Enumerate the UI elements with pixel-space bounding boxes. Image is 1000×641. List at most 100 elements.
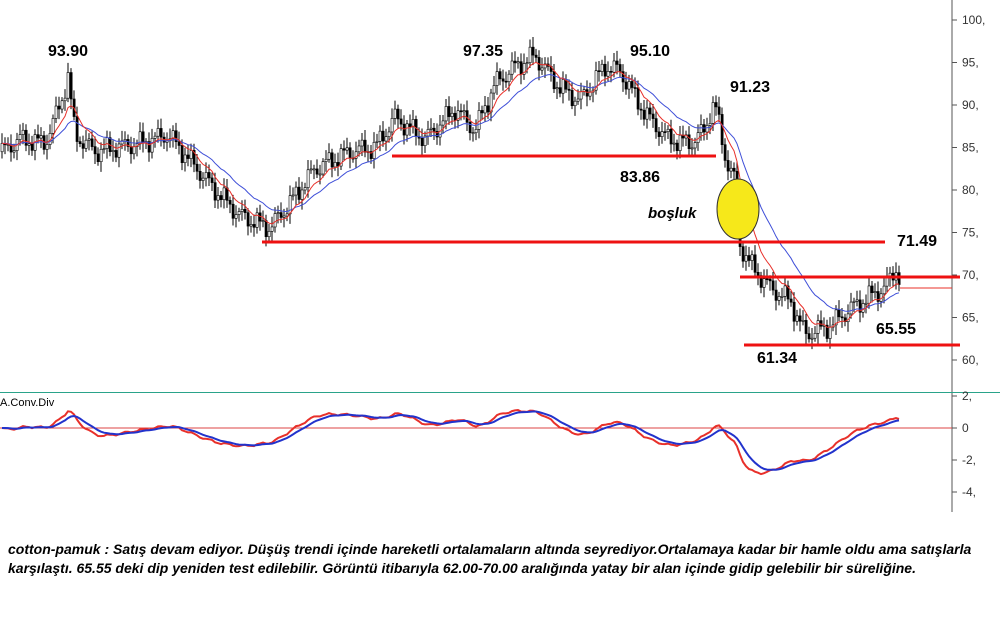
candle-body	[447, 106, 451, 117]
candle-body	[411, 119, 415, 127]
candle-body	[114, 150, 118, 158]
candle-body	[327, 152, 331, 160]
candle-body	[705, 125, 709, 133]
candle-body	[834, 309, 838, 326]
price-tick-label: 75,	[962, 226, 979, 240]
candle-body	[255, 212, 259, 228]
candle-body	[654, 118, 658, 133]
label-peak-1: 93.90	[48, 43, 88, 60]
candle-body	[288, 195, 292, 215]
candle-body	[276, 212, 280, 214]
candle-body	[669, 128, 673, 145]
candle-body	[804, 320, 808, 334]
candle-body	[585, 89, 589, 97]
candle-body	[480, 110, 484, 114]
candle-body	[12, 150, 16, 153]
candle-body	[231, 203, 235, 219]
label-low-2: 61.34	[757, 350, 797, 367]
candle-body	[213, 182, 217, 201]
price-tick-label: 70,	[962, 268, 979, 282]
candle-body	[507, 73, 511, 82]
candle-body	[408, 123, 412, 127]
candle-body	[477, 110, 481, 130]
candle-body	[597, 70, 601, 72]
candle-body	[384, 136, 388, 142]
candle-body	[141, 131, 145, 144]
candle-body	[717, 106, 721, 115]
candle-body	[354, 151, 358, 159]
candle-body	[60, 100, 64, 110]
candle-body	[852, 300, 856, 303]
candle-body	[774, 289, 778, 301]
candle-body	[312, 168, 316, 171]
candle-body	[393, 108, 397, 119]
candle-body	[348, 147, 352, 159]
candle-body	[102, 148, 106, 150]
candle-body	[744, 255, 748, 262]
candle-body	[360, 139, 364, 147]
candle-body	[651, 113, 655, 119]
candle-body	[690, 147, 694, 150]
candle-body	[756, 271, 760, 276]
candle-body	[561, 79, 565, 94]
price-chart: 60, 65, 70, 75, 80, 85, 90, 95, 100, 2, 0 -2, -4, 9…	[0, 0, 1000, 512]
label-level-71: 71.49	[897, 233, 937, 250]
candle-body	[399, 118, 403, 125]
candle-body	[543, 63, 547, 69]
candle-body	[615, 60, 619, 65]
candle-body	[570, 90, 574, 107]
candle-body	[603, 63, 607, 77]
candle-body	[534, 54, 538, 58]
candle-body	[723, 144, 727, 161]
candle-body	[267, 231, 271, 238]
candle-body	[498, 71, 502, 80]
commentary-caption: cotton-pamuk : Satış devam ediyor. Düşüş…	[8, 541, 972, 576]
candle-body	[594, 70, 598, 91]
candle-body	[816, 320, 820, 334]
candle-body	[201, 177, 205, 181]
candle-body	[786, 285, 790, 300]
candle-body	[216, 195, 220, 201]
candle-body	[777, 296, 781, 301]
candle-body	[84, 139, 88, 149]
candle-body	[540, 67, 544, 71]
candle-body	[516, 61, 520, 64]
candle-body	[369, 151, 373, 159]
price-tick-label: 80,	[962, 183, 979, 197]
candle-body	[381, 130, 385, 142]
candle-body	[207, 172, 211, 179]
candle-body	[789, 298, 793, 303]
candle-body	[555, 87, 559, 90]
candle-body	[639, 108, 643, 111]
candle-body	[576, 98, 580, 102]
candle-body	[873, 291, 877, 294]
candle-body	[198, 170, 202, 181]
candle-body	[429, 127, 433, 130]
candle-body	[318, 173, 322, 176]
candle-body	[867, 285, 871, 304]
candle-body	[627, 81, 631, 90]
candle-body	[825, 324, 829, 339]
candle-body	[30, 143, 34, 151]
candle-body	[87, 138, 91, 141]
candle-body	[387, 131, 391, 137]
candle-body	[648, 107, 652, 115]
candle-body	[186, 154, 190, 159]
candle-body	[513, 60, 517, 64]
candle-body	[621, 71, 625, 83]
candle-body	[441, 120, 445, 126]
candle-body	[81, 143, 85, 149]
candle-body	[870, 285, 874, 294]
candle-body	[45, 144, 49, 150]
candle-body	[453, 112, 457, 121]
candle-body	[324, 158, 328, 162]
candle-body	[642, 109, 646, 120]
candle-body	[378, 130, 382, 142]
candle-body	[321, 161, 325, 175]
candle-body	[567, 88, 571, 91]
candle-body	[504, 80, 508, 83]
candle-body	[663, 131, 667, 133]
candle-body	[897, 272, 901, 285]
candle-body	[156, 128, 160, 137]
candle-body	[333, 162, 337, 168]
